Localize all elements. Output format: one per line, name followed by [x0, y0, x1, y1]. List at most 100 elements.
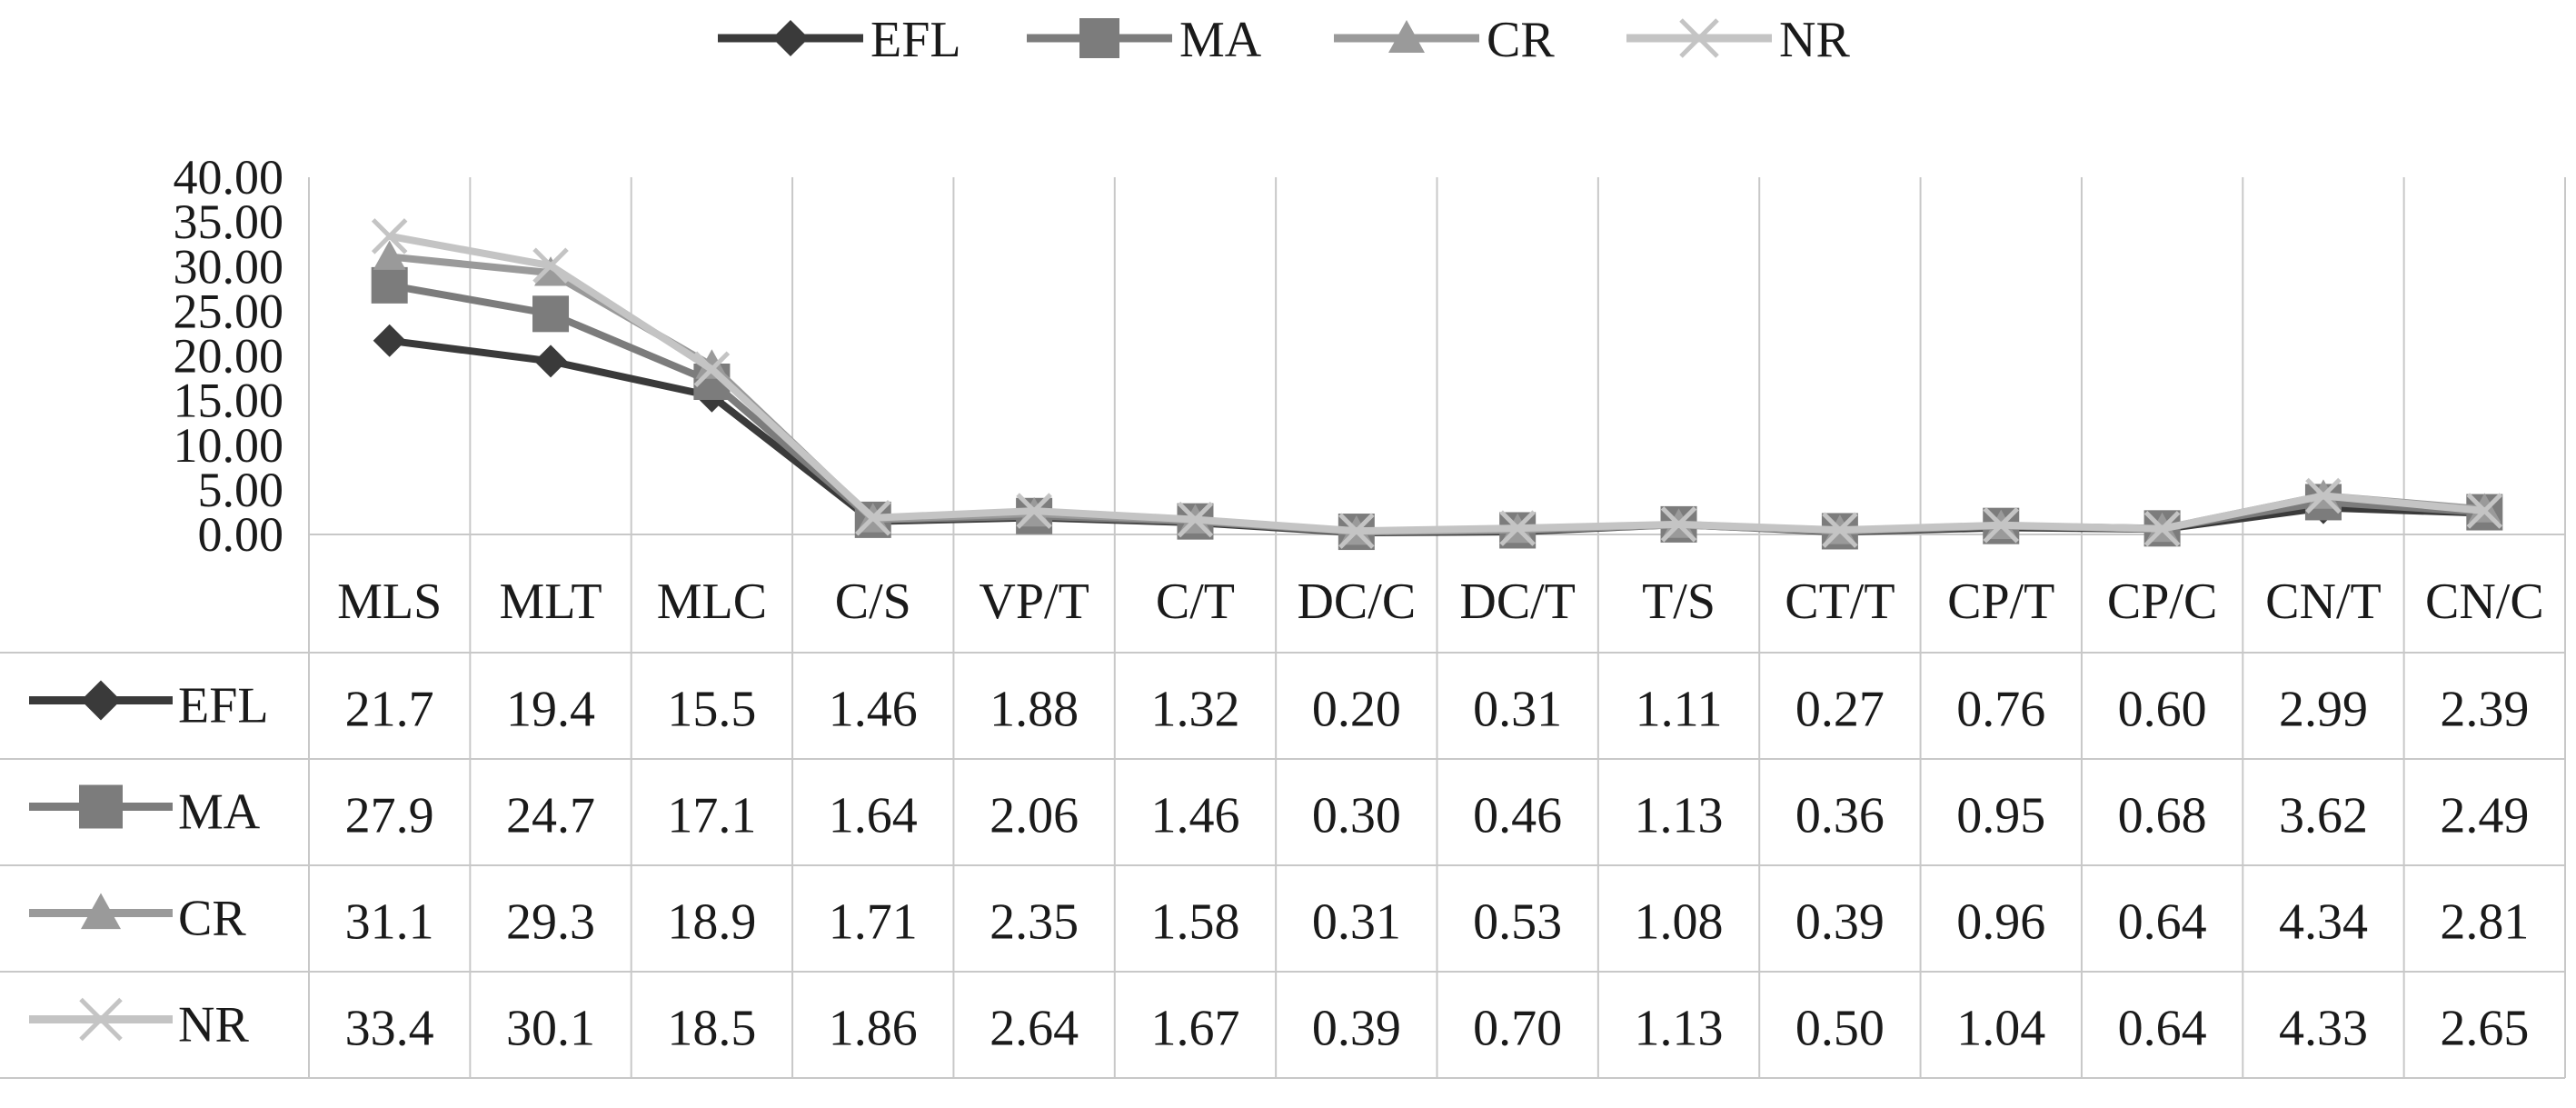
y-tick-label: 5.00	[198, 463, 284, 517]
category-label: CN/T	[2265, 574, 2382, 630]
data-label: 1.67	[1150, 1001, 1239, 1057]
data-label: 0.46	[1473, 788, 1562, 844]
data-label: 4.34	[2279, 894, 2368, 951]
data-label: 1.58	[1150, 894, 1239, 951]
data-point	[1983, 507, 2020, 544]
legend-marker	[1079, 18, 1119, 58]
data-point	[2143, 510, 2181, 547]
category-label: C/T	[1156, 574, 1235, 630]
data-label: 19.4	[506, 682, 595, 738]
table-series-name: EFL	[178, 678, 269, 734]
data-label: 1.46	[1150, 788, 1239, 844]
table-key-marker	[79, 997, 123, 1042]
data-label: 2.81	[2440, 894, 2529, 951]
data-label: 30.1	[506, 1001, 595, 1057]
data-label: 1.46	[829, 682, 918, 738]
y-tick-label: 20.00	[174, 329, 284, 384]
category-label: DC/C	[1297, 574, 1416, 630]
data-label: 1.88	[990, 682, 1079, 738]
data-point	[1016, 493, 1052, 529]
data-label: 0.60	[2118, 682, 2207, 738]
data-point	[2466, 493, 2503, 529]
data-point	[695, 349, 729, 379]
category-label: CP/C	[2107, 574, 2217, 630]
data-label: 0.95	[1956, 788, 2045, 844]
data-label: 0.31	[1473, 682, 1562, 738]
data-point	[534, 256, 568, 286]
category-label: CT/T	[1785, 574, 1895, 630]
legend-marker	[1388, 20, 1425, 53]
table-series-name: MA	[178, 784, 261, 841]
category-label: CN/C	[2425, 574, 2544, 630]
category-label: DC/T	[1459, 574, 1576, 630]
data-label: 2.64	[990, 1001, 1079, 1057]
data-point	[693, 351, 731, 388]
data-label: 0.64	[2118, 1001, 2207, 1057]
y-tick-label: 15.00	[174, 374, 284, 428]
data-label: 4.33	[2279, 1001, 2368, 1057]
data-point	[1338, 513, 1375, 549]
y-tick-label: 0.00	[198, 507, 284, 562]
data-label: 2.39	[2440, 682, 2529, 738]
data-label: 0.36	[1795, 788, 1885, 844]
data-label: 1.13	[1635, 1001, 1724, 1057]
data-label: 1.86	[829, 1001, 918, 1057]
category-label: C/S	[835, 574, 911, 630]
data-point	[534, 344, 568, 378]
data-point	[371, 218, 408, 255]
data-label: 29.3	[506, 894, 595, 951]
legend-label: MA	[1179, 12, 1262, 68]
y-axis: 0.005.0010.0015.0020.0025.0030.0035.0040…	[174, 150, 284, 562]
data-label: 1.04	[1956, 1001, 2045, 1057]
data-label: 1.08	[1635, 894, 1724, 951]
data-label: 0.39	[1795, 894, 1885, 951]
data-point	[1822, 512, 1858, 548]
data-label: 1.32	[1150, 682, 1239, 738]
data-label: 17.1	[667, 788, 756, 844]
data-label: 1.71	[829, 894, 918, 951]
y-tick-label: 40.00	[174, 150, 284, 205]
data-point	[1660, 506, 1697, 543]
data-label: 2.99	[2279, 682, 2368, 738]
data-point	[532, 247, 569, 284]
data-label: 0.30	[1312, 788, 1401, 844]
table-series-name: NR	[178, 997, 249, 1053]
data-point	[2305, 477, 2342, 514]
data-label: 2.65	[2440, 1001, 2529, 1057]
y-tick-label: 35.00	[174, 195, 284, 249]
category-label: MLS	[337, 574, 442, 630]
data-label: 0.27	[1795, 682, 1885, 738]
category-label: T/S	[1642, 574, 1716, 630]
data-label: 18.5	[667, 1001, 756, 1057]
data-label: 0.64	[2118, 894, 2207, 951]
data-label: 2.35	[990, 894, 1079, 951]
category-label: MLT	[499, 574, 602, 630]
data-label: 0.31	[1312, 894, 1401, 951]
data-label: 33.4	[345, 1001, 434, 1057]
data-point	[1499, 510, 1536, 546]
table-key-marker	[79, 784, 123, 829]
data-label: 3.62	[2279, 788, 2368, 844]
legend-marker	[1679, 18, 1719, 58]
y-tick-label: 25.00	[174, 284, 284, 338]
data-label: 18.9	[667, 894, 756, 951]
series-line-nr	[388, 232, 2485, 535]
legend-label: CR	[1487, 12, 1555, 68]
data-label: 0.53	[1473, 894, 1562, 951]
data-point	[532, 295, 570, 333]
legend-marker	[772, 20, 809, 56]
series-lines	[371, 218, 2503, 551]
data-label: 0.50	[1795, 1001, 1885, 1057]
legend-label: NR	[1779, 12, 1850, 68]
data-label: 1.13	[1635, 788, 1724, 844]
table-key-marker	[81, 893, 121, 930]
category-label: VP/T	[979, 574, 1089, 630]
data-label: 1.64	[829, 788, 918, 844]
data-label: 0.96	[1956, 894, 2045, 951]
data-point	[373, 240, 406, 270]
category-label: MLC	[657, 574, 767, 630]
data-point	[1177, 501, 1214, 538]
data-label: 1.11	[1636, 682, 1723, 738]
data-label: 21.7	[345, 682, 434, 738]
